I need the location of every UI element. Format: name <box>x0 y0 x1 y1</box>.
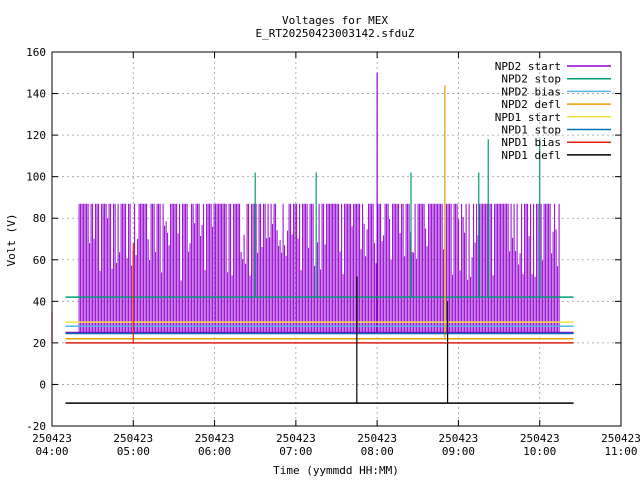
chart-title: Voltages for MEX <box>282 14 388 27</box>
y-tick-label: 0 <box>39 378 46 391</box>
x-tick-date-label: 250423 <box>113 432 153 445</box>
y-axis-label: Volt (V) <box>5 214 18 267</box>
legend-label: NPD2 defl <box>501 98 561 111</box>
y-tick-label: 120 <box>26 129 46 142</box>
x-tick-time-label: 11:00 <box>604 445 637 458</box>
series-npd2-start <box>65 72 574 334</box>
legend-label: NPD1 defl <box>501 149 561 162</box>
y-tick-label: 80 <box>33 212 46 225</box>
y-tick-label: 60 <box>33 254 46 267</box>
legend-label: NPD2 start <box>495 60 561 73</box>
y-tick-label: 140 <box>26 88 46 101</box>
legend-label: NPD1 start <box>495 111 561 124</box>
legend-label: NPD2 stop <box>501 73 561 86</box>
y-tick-label: 100 <box>26 171 46 184</box>
x-tick-date-label: 250423 <box>32 432 72 445</box>
series-npd2-defl <box>65 85 574 340</box>
x-tick-date-label: 250423 <box>276 432 316 445</box>
x-axis-label: Time (yymmdd HH:MM) <box>273 464 399 477</box>
tick-layer: -2002040608010012014016025042304:0025042… <box>26 46 640 458</box>
x-tick-date-label: 250423 <box>601 432 640 445</box>
x-tick-time-label: 04:00 <box>35 445 68 458</box>
y-tick-label: 20 <box>33 337 46 350</box>
y-tick-label: 160 <box>26 46 46 59</box>
x-tick-time-label: 10:00 <box>523 445 556 458</box>
x-tick-time-label: 05:00 <box>117 445 150 458</box>
y-tick-label: -20 <box>26 420 46 433</box>
chart-subtitle: E_RT20250423003142.sfduZ <box>256 27 415 40</box>
x-tick-date-label: 250423 <box>357 432 397 445</box>
x-tick-date-label: 250423 <box>195 432 235 445</box>
series-band <box>78 203 560 333</box>
x-tick-date-label: 250423 <box>520 432 560 445</box>
legend-label: NPD1 bias <box>501 136 561 149</box>
series-npd2-stop <box>65 139 574 298</box>
x-tick-time-label: 07:00 <box>279 445 312 458</box>
plot-frame <box>51 51 622 427</box>
x-tick-time-label: 06:00 <box>198 445 231 458</box>
legend-label: NPD1 stop <box>501 124 561 137</box>
y-tick-label: 40 <box>33 295 46 308</box>
series-npd1-defl <box>65 276 574 404</box>
x-tick-time-label: 08:00 <box>361 445 394 458</box>
x-tick-date-label: 250423 <box>439 432 479 445</box>
x-tick-time-label: 09:00 <box>442 445 475 458</box>
legend-label: NPD2 bias <box>501 85 561 98</box>
